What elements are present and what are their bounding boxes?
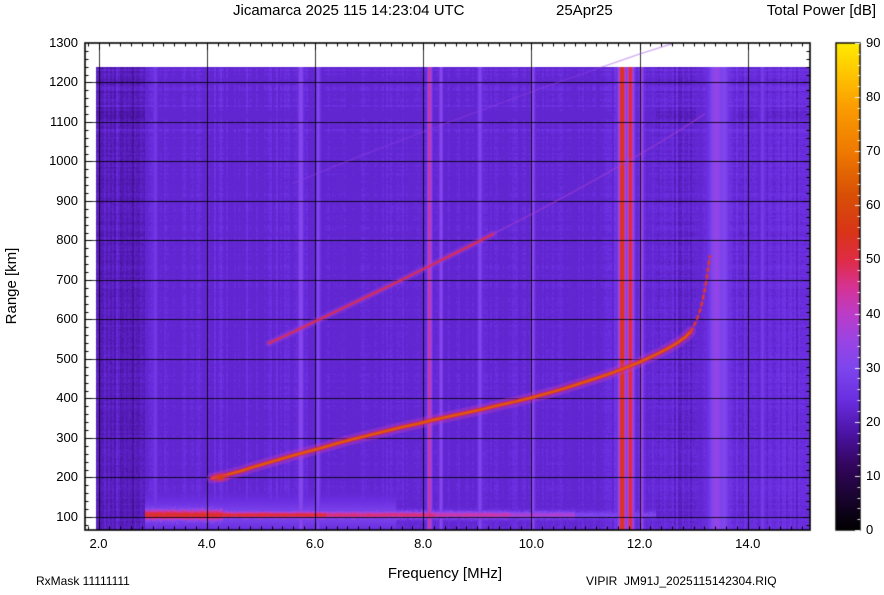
cb-tick-label: 50 [866,251,881,267]
y-tick-label: 1300 [49,35,78,50]
x-tick-label: 4.0 [197,536,216,551]
y-tick-label: 600 [56,311,78,327]
y-tick-label: 500 [56,350,78,366]
y-tick-label: 1000 [49,153,78,169]
y-tick-label: 700 [56,271,78,287]
cb-tick-label: 80 [866,89,881,105]
cb-tick-label: 60 [866,197,881,213]
y-axis-label: Range [km] [3,247,20,325]
file-reference-label: VIPIR JM91J_2025115142304.RIQ [586,574,777,588]
cb-tick-label: 40 [866,305,881,321]
y-tick-label: 100 [56,508,78,524]
x-axis-label: Frequency [MHz] [387,565,503,582]
cb-tick-label: 20 [866,413,881,429]
x-tick-label: 14.0 [735,536,761,551]
x-tick-label: 12.0 [626,536,653,551]
x-tick-label: 8.0 [414,536,433,551]
cb-tick-label: 10 [866,467,881,483]
cb-tick-label: 90 [866,35,881,50]
plot-date: 25Apr25 [556,2,613,19]
cb-tick-label: 30 [866,359,881,375]
y-tick-label: 1200 [49,74,78,90]
colorbar-title: Total Power [dB] [766,2,876,19]
y-tick-label: 200 [56,469,78,485]
cb-tick-label: 70 [866,143,881,159]
y-tick-label: 300 [56,429,78,445]
y-tick-label: 900 [56,192,78,208]
y-tick-label: 1100 [50,113,78,129]
x-tick-label: 10.0 [518,536,545,551]
y-tick-label: 400 [56,390,78,406]
cb-tick-label: 0 [866,522,874,537]
x-tick-label: 2.0 [89,536,108,551]
x-tick-label: 6.0 [305,536,324,551]
plot-title: Jicamarca 2025 115 14:23:04 UTC [233,2,465,19]
y-tick-label: 800 [56,232,78,248]
rx-mask-label: RxMask 11111111 [36,574,130,588]
